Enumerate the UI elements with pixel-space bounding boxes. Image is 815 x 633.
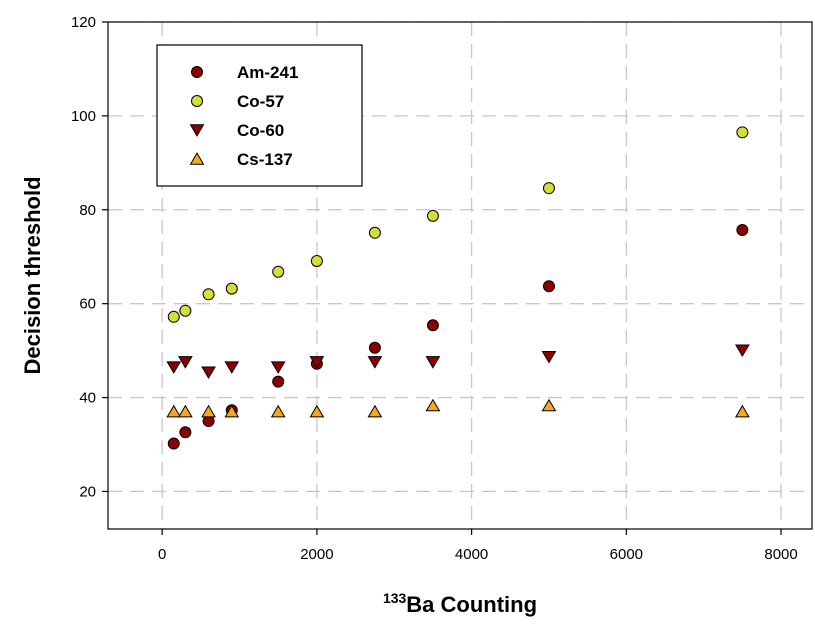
data-point-am-241 bbox=[167, 437, 180, 450]
data-point-cs-137 bbox=[224, 404, 240, 418]
data-point-am-241 bbox=[179, 426, 192, 439]
data-point-co-60 bbox=[224, 361, 240, 374]
data-point-co-57 bbox=[179, 304, 192, 317]
y-tick-label: 100 bbox=[71, 108, 96, 125]
data-point-cs-137 bbox=[166, 404, 182, 418]
data-point-co-57 bbox=[542, 182, 555, 195]
data-point-co-60 bbox=[309, 356, 325, 369]
y-tick-label: 20 bbox=[79, 483, 96, 500]
plot-area-frame bbox=[107, 21, 813, 530]
data-point-co-57 bbox=[736, 126, 749, 139]
data-points bbox=[166, 126, 750, 450]
x-tick-label: 6000 bbox=[610, 546, 643, 563]
data-point-cs-137 bbox=[201, 404, 216, 418]
series-am-241 bbox=[167, 223, 749, 450]
data-point-co-60 bbox=[166, 361, 182, 374]
x-axis-title: 133Ba Counting bbox=[383, 590, 537, 617]
data-point-cs-137 bbox=[734, 404, 750, 418]
legend-label-am-241: Am-241 bbox=[237, 63, 298, 82]
data-point-am-241 bbox=[368, 341, 381, 354]
x-tick-label: 4000 bbox=[455, 546, 488, 563]
y-tick-label: 80 bbox=[79, 202, 96, 219]
data-point-co-57 bbox=[368, 226, 381, 239]
data-point-am-241 bbox=[426, 319, 439, 332]
x-tick-label: 8000 bbox=[764, 546, 797, 563]
data-point-co-57 bbox=[202, 288, 215, 301]
series-co-57 bbox=[167, 126, 749, 323]
data-point-co-57 bbox=[225, 282, 238, 295]
data-point-co-60 bbox=[541, 351, 557, 364]
legend: Am-241 Co-57 Co-60 Cs-137 bbox=[156, 44, 363, 187]
data-point-cs-137 bbox=[541, 398, 557, 412]
data-point-co-60 bbox=[425, 356, 441, 369]
axis-ticks: 0 2000 4000 6000 8000 20 40 60 80 100 120 bbox=[71, 14, 798, 563]
legend-marker-co-60 bbox=[189, 124, 205, 137]
x-tick-label: 0 bbox=[158, 546, 166, 563]
data-point-co-57 bbox=[272, 265, 285, 278]
y-axis-title: Decision threshold bbox=[20, 176, 45, 374]
data-point-cs-137 bbox=[177, 404, 193, 418]
legend-label-co-57: Co-57 bbox=[237, 92, 284, 111]
data-point-am-241 bbox=[736, 223, 749, 236]
series-co-60 bbox=[166, 344, 750, 380]
y-tick-label: 120 bbox=[71, 14, 96, 31]
y-tick-label: 40 bbox=[79, 390, 96, 407]
data-point-co-60 bbox=[734, 344, 750, 357]
y-tick-label: 60 bbox=[79, 296, 96, 313]
legend-marker-cs-137 bbox=[189, 152, 205, 165]
data-point-co-57 bbox=[167, 310, 180, 323]
legend-marker-co-57 bbox=[191, 95, 203, 107]
data-point-co-57 bbox=[426, 209, 439, 222]
legend-label-cs-137: Cs-137 bbox=[237, 150, 293, 169]
x-axis-title-superscript: 133 bbox=[383, 590, 407, 606]
legend-label-co-60: Co-60 bbox=[237, 121, 284, 140]
series-cs-137 bbox=[166, 398, 750, 418]
data-point-co-60 bbox=[270, 361, 286, 374]
data-point-co-57 bbox=[310, 254, 323, 267]
data-point-cs-137 bbox=[309, 404, 325, 418]
data-point-am-241 bbox=[542, 280, 555, 293]
data-point-co-60 bbox=[201, 366, 216, 380]
x-tick-label: 2000 bbox=[300, 546, 333, 563]
data-point-cs-137 bbox=[425, 398, 441, 412]
data-point-cs-137 bbox=[270, 404, 286, 418]
legend-marker-am-241 bbox=[191, 66, 203, 78]
data-point-cs-137 bbox=[367, 404, 383, 418]
data-point-am-241 bbox=[272, 375, 285, 388]
data-point-co-60 bbox=[177, 356, 193, 369]
data-point-co-60 bbox=[367, 356, 383, 369]
x-axis-title-main: Ba Counting bbox=[406, 592, 537, 617]
